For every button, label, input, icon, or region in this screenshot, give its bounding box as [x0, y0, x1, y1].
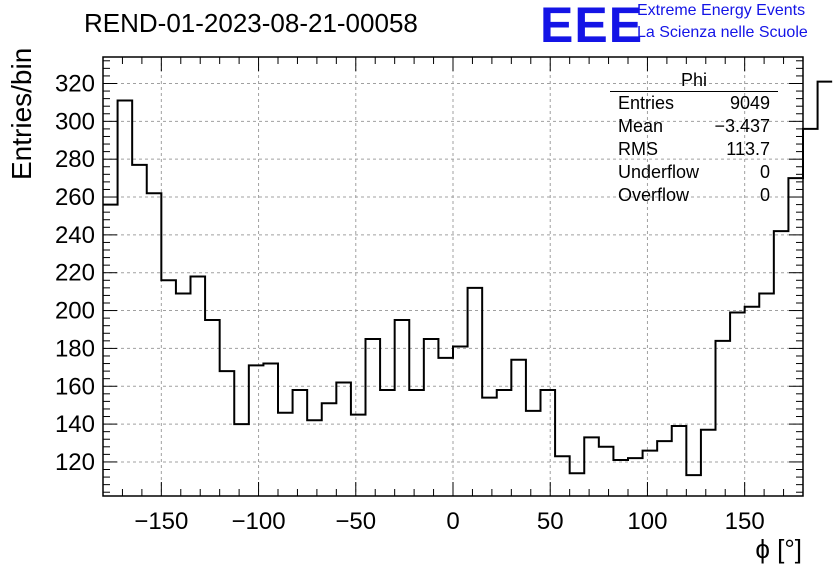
x-tick-label: 50 [537, 508, 564, 535]
histogram-line [103, 80, 833, 477]
stats-box: Phi Entries 9049 Mean −3.437 RMS 113.7 U… [610, 70, 778, 207]
stats-row-rms: RMS 113.7 [610, 138, 778, 161]
y-tick-label: 220 [55, 260, 95, 287]
stats-label: Overflow [618, 185, 690, 205]
stats-row-underflow: Underflow 0 [610, 161, 778, 184]
x-tick-label: 0 [446, 508, 459, 535]
logo-line-1: Extreme Energy Events [637, 2, 806, 19]
y-tick-label: 200 [55, 298, 95, 325]
y-tick-label: 240 [55, 222, 95, 249]
stats-row-overflow: Overflow 0 [610, 184, 778, 207]
y-tick-label: 320 [55, 70, 95, 97]
y-tick-label: 280 [55, 146, 95, 173]
x-tick-label: −100 [232, 508, 286, 535]
x-tick-label: −50 [335, 508, 376, 535]
logo-line-2: La Scienza nelle Scuole [637, 24, 808, 41]
y-axis-label: Entries/bin [6, 47, 37, 180]
chart-title: REND-01-2023-08-21-00058 [84, 8, 418, 38]
y-tick-label: 180 [55, 335, 95, 362]
stats-label: Entries [618, 93, 675, 113]
x-axis-label: ϕ [°] [755, 534, 802, 564]
y-tick-label: 160 [55, 373, 95, 400]
stats-title: Phi [610, 70, 778, 92]
stats-value: 9049 [729, 93, 770, 113]
x-tick-label: 100 [627, 508, 667, 535]
stats-row-mean: Mean −3.437 [610, 115, 778, 138]
eee-logo: EEE [540, 0, 644, 53]
stats-value: 0 [759, 185, 770, 205]
stats-label: Mean [618, 116, 664, 136]
y-tick-label: 260 [55, 184, 95, 211]
stats-label: RMS [618, 139, 658, 159]
stats-label: Underflow [618, 162, 700, 182]
x-tick-label: −150 [134, 508, 188, 535]
y-tick-label: 120 [55, 449, 95, 476]
stats-value: 0 [759, 162, 770, 182]
y-tick-label: 140 [55, 411, 95, 438]
stats-row-entries: Entries 9049 [610, 92, 778, 115]
y-tick-label: 300 [55, 108, 95, 135]
stats-value: −3.437 [714, 116, 770, 136]
x-tick-label: 150 [725, 508, 765, 535]
stats-value: 113.7 [726, 139, 770, 159]
